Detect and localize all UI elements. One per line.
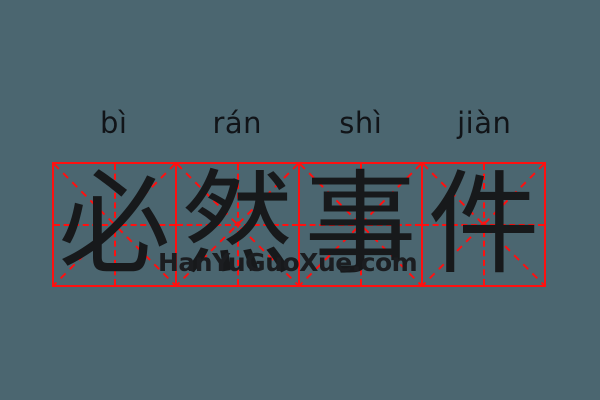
diagonal-guides-icon	[423, 164, 544, 285]
pinyin-syllable-3: shì	[339, 105, 383, 140]
pinyin-row: bì rán shì jiàn	[52, 100, 546, 146]
grid-cell-1: 必	[54, 164, 177, 285]
diagonal-guides-icon	[177, 164, 298, 285]
pinyin-syllable-2: rán	[212, 105, 263, 140]
grid-cell-2: 然	[177, 164, 300, 285]
diagonal-guides-icon	[54, 164, 175, 285]
pinyin-syllable-4: jiàn	[457, 105, 512, 140]
grid-cell-4: 件	[423, 164, 544, 285]
watermark-text: HanYuGuoXue.com	[158, 248, 418, 277]
pinyin-syllable-1: bì	[100, 105, 128, 140]
diagonal-guides-icon	[300, 164, 421, 285]
hanzi-character-1: 必	[58, 159, 171, 290]
hanzi-character-4: 件	[427, 159, 540, 290]
